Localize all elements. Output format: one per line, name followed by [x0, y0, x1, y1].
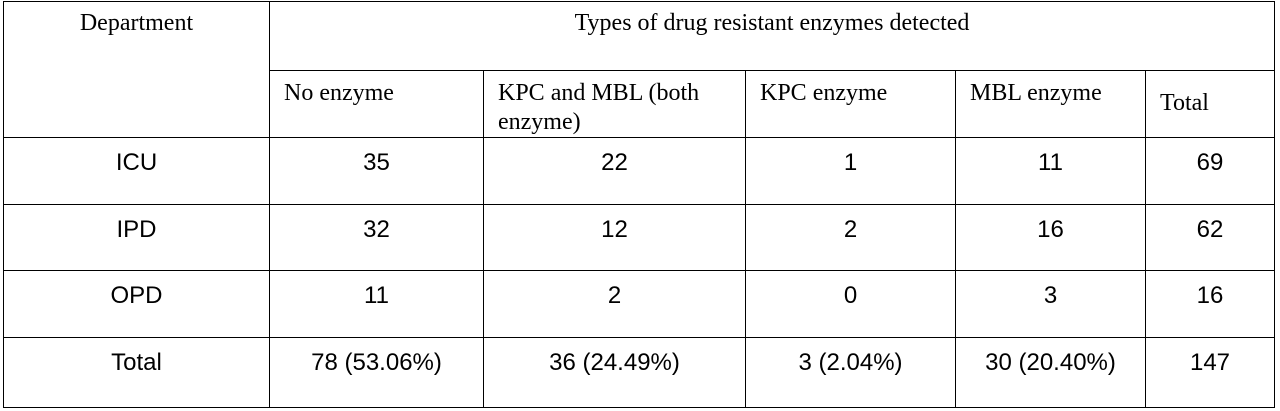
table-row: IPD 32 12 2 16 62	[3, 204, 1275, 271]
col-mbl-header: MBL enzyme	[955, 70, 1146, 138]
table-cell: 147	[1145, 337, 1275, 408]
table-subheader-row: No enzyme KPC and MBL (both enzyme) KPC …	[4, 70, 1275, 138]
table-cell: 30 (20.40%)	[955, 337, 1146, 408]
table-cell: 2	[745, 204, 956, 271]
row-department: ICU	[3, 137, 270, 205]
table-cell: 35	[269, 137, 484, 205]
table-total-row: Total 78 (53.06%) 36 (24.49%) 3 (2.04%) …	[3, 337, 1275, 408]
table-cell: 16	[1145, 270, 1275, 338]
table-cell: 1	[745, 137, 956, 205]
table-cell: 0	[745, 270, 956, 338]
table-cell: 22	[483, 137, 746, 205]
table-cell: 11	[269, 270, 484, 338]
department-header: Department	[3, 1, 270, 138]
table-cell: 3	[955, 270, 1146, 338]
drug-resistance-table: Department Types of drug resistant enzym…	[3, 1, 1275, 408]
col-no-enzyme-header: No enzyme	[269, 70, 484, 138]
table-cell: 11	[955, 137, 1146, 205]
enzyme-types-header: Types of drug resistant enzymes detected	[269, 1, 1275, 71]
table-cell: 69	[1145, 137, 1275, 205]
table-cell: 16	[955, 204, 1146, 271]
table-cell: 62	[1145, 204, 1275, 271]
col-total-header: Total	[1145, 70, 1275, 138]
col-kpc-header: KPC enzyme	[745, 70, 956, 138]
table-cell: 36 (24.49%)	[483, 337, 746, 408]
table-cell: 3 (2.04%)	[745, 337, 956, 408]
row-department: OPD	[3, 270, 270, 338]
table-row: ICU 35 22 1 11 69	[3, 137, 1275, 205]
row-department: Total	[3, 337, 270, 408]
table-cell: 32	[269, 204, 484, 271]
table-cell: 12	[483, 204, 746, 271]
col-kpc-mbl-header: KPC and MBL (both enzyme)	[483, 70, 746, 138]
table-header-row: Department Types of drug resistant enzym…	[3, 1, 1275, 138]
table-cell: 78 (53.06%)	[269, 337, 484, 408]
row-department: IPD	[3, 204, 270, 271]
table-row: OPD 11 2 0 3 16	[3, 270, 1275, 338]
table-cell: 2	[483, 270, 746, 338]
